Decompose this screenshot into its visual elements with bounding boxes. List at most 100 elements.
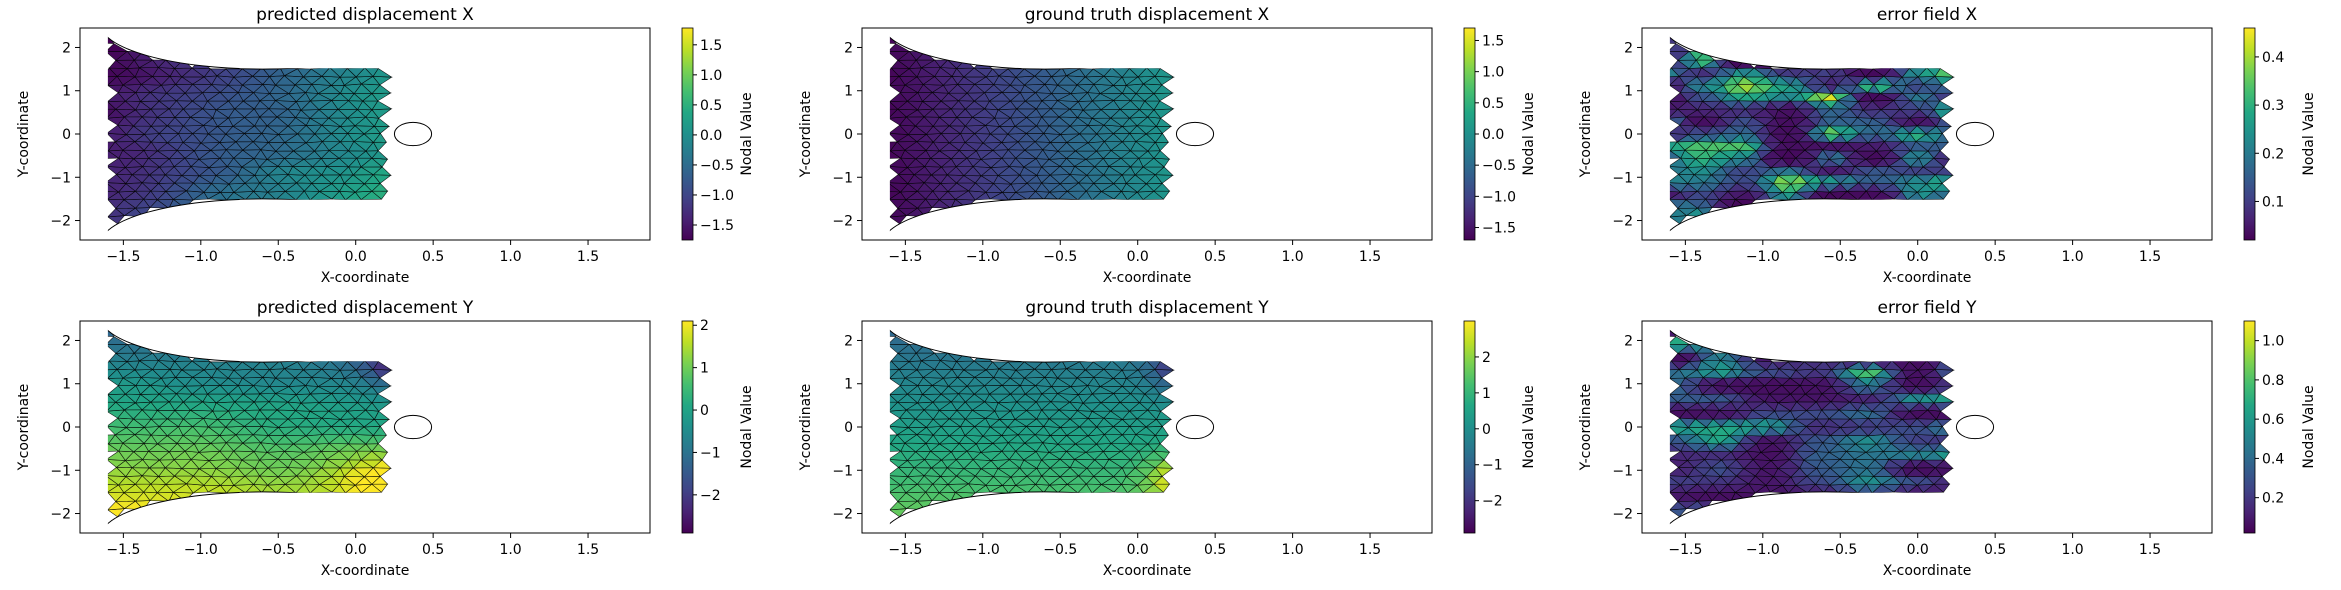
y-tick-label: 0: [1624, 127, 1633, 143]
x-tick-label: −1.5: [106, 542, 140, 558]
mesh-element: [310, 360, 331, 370]
y-tick-label: 0: [844, 127, 853, 143]
domain-mask-left: [80, 321, 108, 533]
mesh-element: [296, 68, 312, 78]
x-tick-label: 0.5: [422, 249, 444, 265]
y-tick-label: −2: [832, 507, 853, 523]
y-axis-label: Y-coordinate: [16, 384, 32, 472]
x-tick-label: 0.5: [1204, 542, 1226, 558]
x-tick-label: 0.5: [1984, 542, 2006, 558]
mesh-element: [991, 68, 1009, 77]
colorbar-tick-label: −1: [1482, 458, 1503, 474]
colorbar: −1.5 −1.0 −0.5 0.0 0.5 1.0 1.5 Nodal Value: [1463, 27, 1537, 241]
colorbar-tick-label: −1: [700, 445, 721, 461]
mesh-element: [1872, 67, 1893, 77]
domain-mask-bottom: [239, 492, 650, 533]
subplot-error_uy: error field Y −1.5 −1.0 −0.5 0.0 0.5 1.0 1.5 −2 −…: [1578, 298, 2317, 579]
x-tick-label: −0.5: [1823, 249, 1857, 265]
colorbar-gradient: [2243, 320, 2256, 534]
x-tick-label: 1.0: [1281, 542, 1303, 558]
subplot-predicted_ux: predicted displacement X −1.5 −1.0 −0.5 0.0 0…: [16, 5, 755, 286]
x-tick-label: 1.5: [2139, 542, 2161, 558]
mesh: [80, 321, 650, 533]
mesh-element: [1858, 68, 1874, 78]
colorbar-tick-label: 0.0: [700, 128, 722, 144]
y-tick-label: 2: [1624, 333, 1633, 349]
subplot-title: error field Y: [1877, 298, 1977, 318]
domain-mask-tl: [1669, 28, 1825, 35]
domain-mask-left: [862, 28, 890, 240]
colorbar: 0.1 0.2 0.3 0.4 Nodal Value: [2243, 27, 2317, 241]
domain-mask-tl: [107, 321, 263, 328]
mesh-element: [1771, 361, 1789, 370]
domain-mask-top: [1021, 321, 1432, 362]
x-tick-label: −0.5: [261, 542, 295, 558]
colorbar-tick-label: 0.4: [2262, 451, 2284, 467]
domain-mask-bottom: [239, 199, 650, 240]
y-tick-label: −1: [1612, 170, 1633, 186]
mesh-element: [886, 336, 911, 345]
y-tick-label: −2: [832, 214, 853, 230]
domain-mask-left: [862, 321, 890, 533]
colorbar-tick-label: 1.0: [2262, 334, 2284, 350]
colorbar-tick-label: 0.5: [700, 98, 722, 114]
y-tick-label: 1: [844, 84, 853, 100]
y-tick-label: 0: [844, 420, 853, 436]
x-tick-label: −1.5: [888, 542, 922, 558]
hole: [393, 121, 433, 147]
subplot-title: predicted displacement X: [256, 5, 474, 25]
x-tick-label: 0.5: [1204, 249, 1226, 265]
y-tick-label: −2: [50, 214, 71, 230]
subplot-title: predicted displacement Y: [257, 298, 474, 318]
mesh-element: [1078, 68, 1094, 78]
domain-mask-left: [80, 28, 108, 240]
x-tick-label: 0.5: [422, 542, 444, 558]
x-axis-label: X-coordinate: [1883, 270, 1972, 286]
y-tick-label: −1: [832, 170, 853, 186]
domain-mask-bottom: [1021, 492, 1432, 533]
domain-mask-right: [2181, 321, 2212, 533]
x-tick-label: 0.0: [1127, 542, 1149, 558]
mesh-element: [886, 43, 911, 52]
domain-mask-right: [1401, 28, 1432, 240]
x-tick-label: −1.0: [1746, 249, 1780, 265]
colorbar-tick-label: −2: [1482, 494, 1503, 510]
mesh-element: [1092, 360, 1113, 370]
mesh-element: [1666, 336, 1691, 345]
mesh-element: [991, 361, 1009, 370]
domain-mask-top: [239, 28, 650, 69]
x-tick-label: −1.5: [888, 249, 922, 265]
mesh-element: [1078, 361, 1094, 371]
y-tick-label: 1: [1624, 377, 1633, 393]
colorbar-label: Nodal Value: [2301, 385, 2317, 468]
x-tick-label: −1.0: [184, 249, 218, 265]
domain-mask-bottom: [1021, 199, 1432, 240]
x-tick-label: 0.5: [1984, 249, 2006, 265]
x-axis-label: X-coordinate: [321, 270, 410, 286]
mesh-element: [1771, 68, 1789, 77]
x-tick-label: −0.5: [1043, 249, 1077, 265]
colorbar-tick-label: 0.5: [1482, 96, 1504, 112]
domain-mask-top: [1801, 28, 2212, 69]
colorbar-tick-label: −0.5: [1482, 158, 1516, 174]
colorbar-tick-label: 1.5: [1482, 33, 1504, 49]
mesh-element: [1666, 43, 1691, 52]
domain-mask-left: [1642, 28, 1670, 240]
subplot-true_uy: ground truth displacement Y −1.5 −1.0 −0.5 0…: [798, 298, 1537, 579]
domain-mask-bl: [107, 233, 263, 240]
domain-mask-top: [1801, 321, 2212, 362]
colorbar-tick-label: 0.3: [2262, 98, 2284, 114]
colorbar-label: Nodal Value: [739, 92, 755, 175]
y-tick-label: 1: [844, 377, 853, 393]
colorbar-label: Nodal Value: [2301, 92, 2317, 175]
mesh: [1642, 28, 2212, 240]
x-tick-label: 0.0: [345, 542, 367, 558]
mesh-element: [209, 361, 227, 370]
subplot-title: ground truth displacement X: [1025, 5, 1270, 25]
x-tick-label: −1.5: [1668, 249, 1702, 265]
mesh: [862, 321, 1432, 533]
colorbar-tick-label: −2: [700, 488, 721, 504]
y-axis-label: Y-coordinate: [1578, 91, 1594, 179]
y-axis-label: Y-coordinate: [16, 91, 32, 179]
